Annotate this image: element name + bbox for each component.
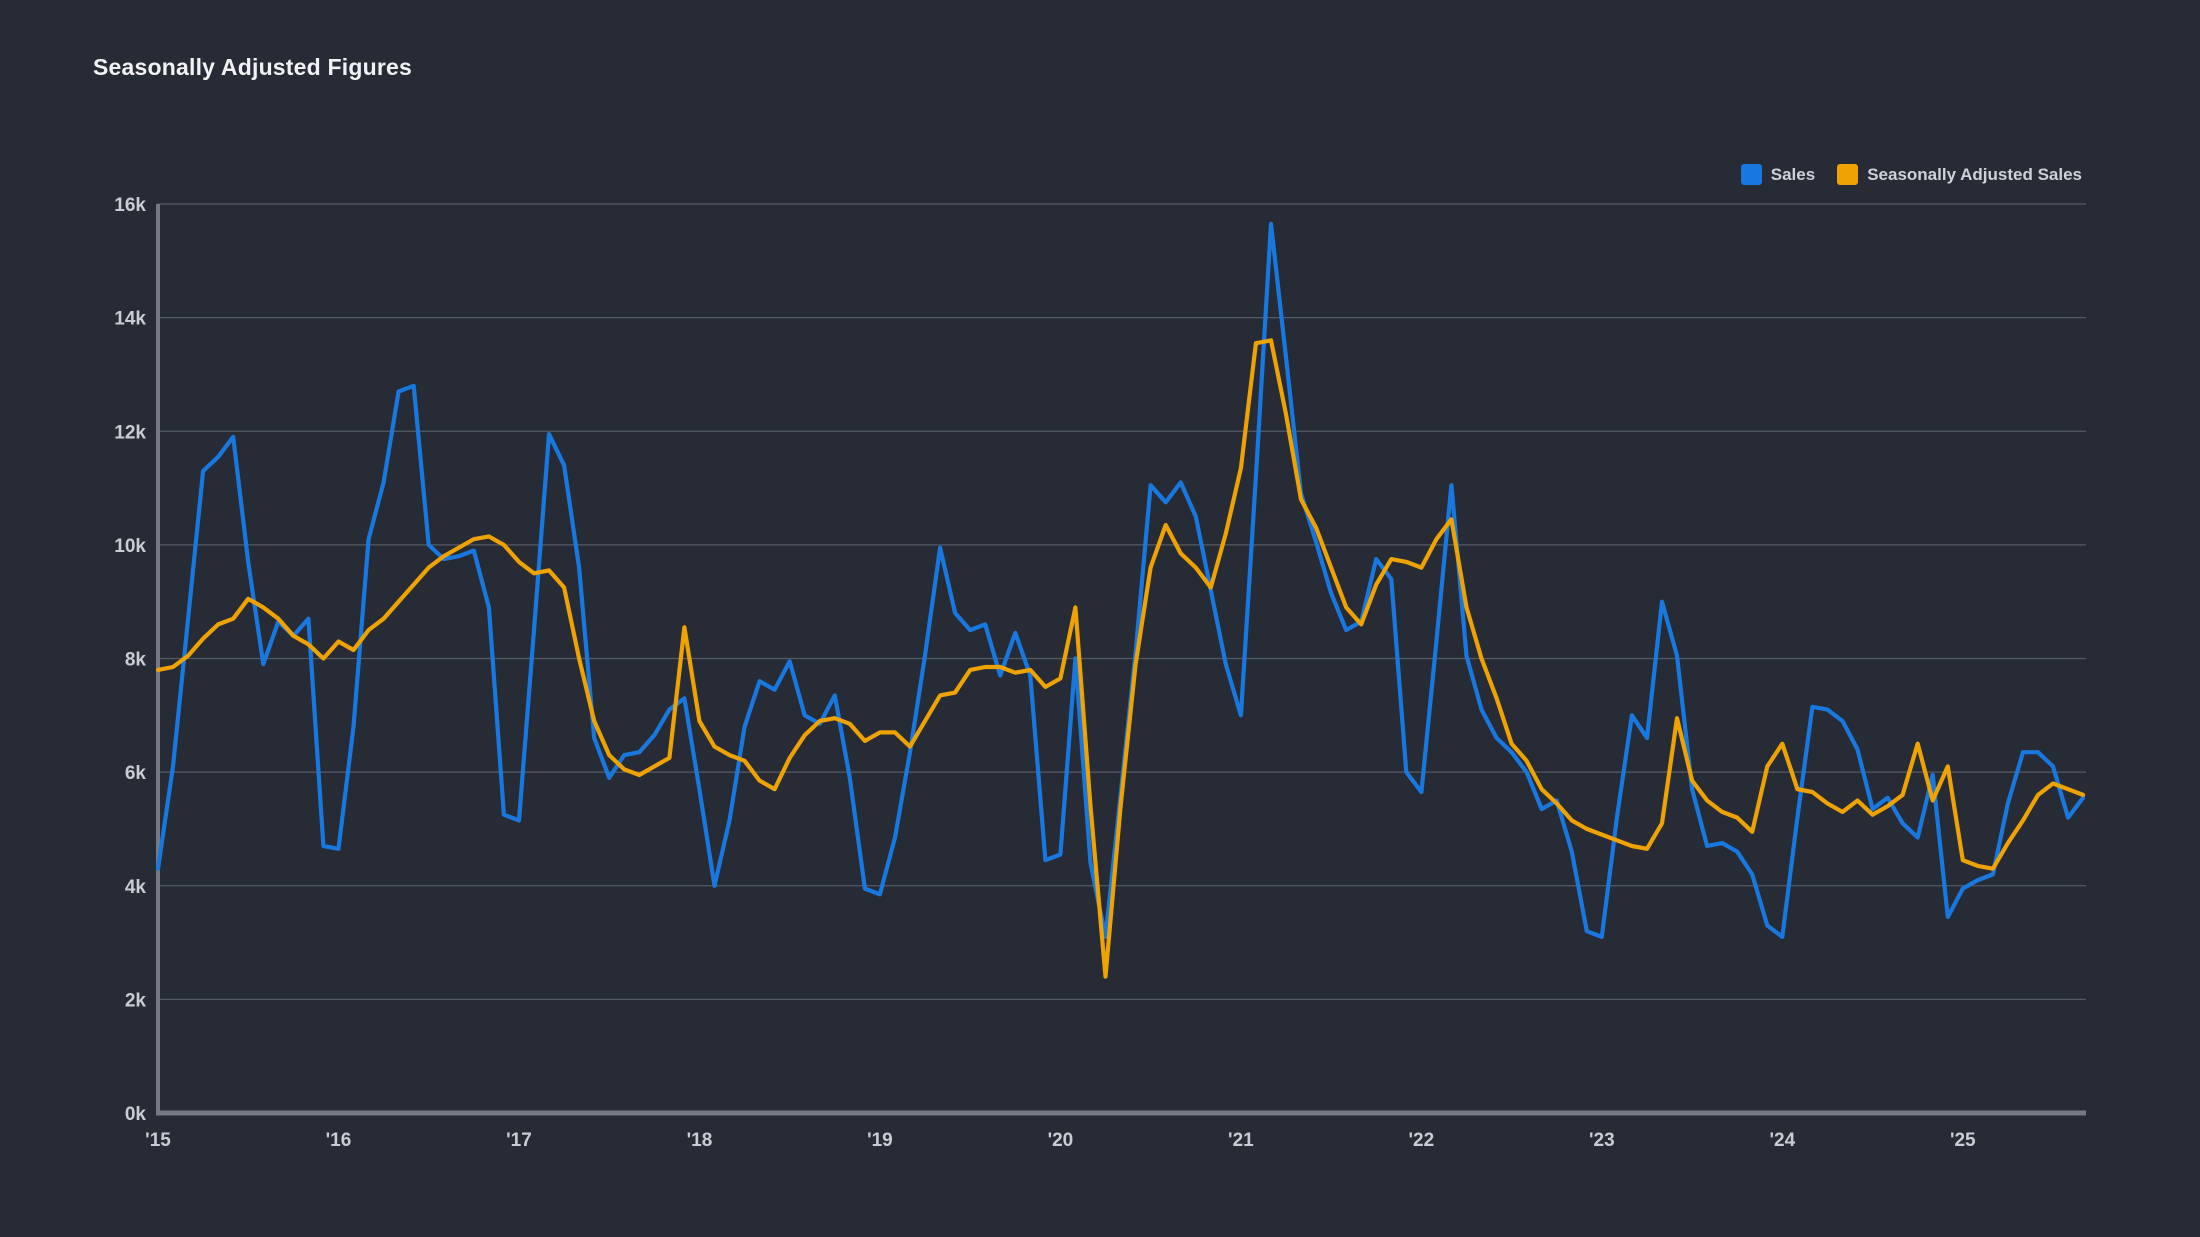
y-tick-label: 12k [114,422,146,443]
x-tick-label: '17 [506,1130,532,1151]
series-lines [155,221,2086,979]
x-tick-label: '20 [1048,1130,1074,1151]
y-tick-label: 0k [125,1104,147,1125]
legend-label-adjusted-sales: Seasonally Adjusted Sales [1867,164,2082,184]
y-tick-label: 14k [114,309,146,330]
x-tick-label: '15 [145,1130,171,1151]
x-tick-label: '25 [1950,1130,1976,1151]
x-tick-label: '18 [687,1130,713,1151]
y-tick-label: 6k [125,763,147,784]
legend-item-sales[interactable]: Sales [1740,164,1816,185]
x-axis-labels: '15 '16 '17 '18 '19 '20 '21 '22 '23 '24 '25 [145,1130,1976,1151]
y-axis-labels: 0k 2k 4k 6k 8k 10k 12k 14k 16k [114,195,146,1125]
gridlines [158,203,2086,1001]
y-tick-label: 4k [125,877,147,898]
legend-item-adjusted-sales[interactable]: Seasonally Adjusted Sales [1837,164,2082,185]
legend: Sales Seasonally Adjusted Sales [1740,164,2082,185]
axis-lines [156,204,2086,1116]
x-tick-label: '24 [1769,1130,1795,1151]
y-tick-label: 10k [114,536,146,557]
x-tick-label: '23 [1589,1130,1615,1151]
x-tick-label: '19 [867,1130,893,1151]
chart-title: Seasonally Adjusted Figures [93,54,412,80]
adjusted-sales-legend-swatch-icon [1837,164,1859,185]
series-line-adjusted-sales[interactable] [155,338,2086,979]
x-tick-label: '22 [1409,1130,1435,1151]
sales-legend-swatch-icon [1740,164,1762,185]
y-tick-label: 2k [125,990,147,1011]
x-tick-label: '21 [1228,1130,1254,1151]
y-tick-label: 16k [114,195,146,216]
legend-label-sales: Sales [1770,164,1816,184]
x-tick-label: '16 [326,1130,352,1151]
y-tick-label: 8k [125,650,147,671]
